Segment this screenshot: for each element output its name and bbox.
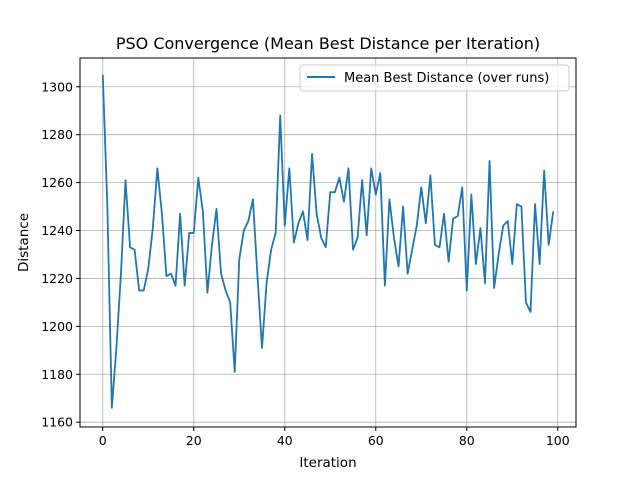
y-tick-label: 1260 — [41, 175, 73, 190]
x-tick-label: 20 — [186, 433, 202, 448]
series-layer — [101, 74, 555, 409]
y-tick-label: 1280 — [41, 127, 73, 142]
y-tick-label: 1300 — [41, 79, 73, 94]
x-tick-label: 100 — [546, 433, 570, 448]
y-tick-label: 1200 — [41, 319, 73, 334]
ticks: 0 20 40 60 80 100 1160 1180 1200 1220 1240 1260 1280… — [41, 79, 570, 448]
y-axis-label: Distance — [16, 213, 32, 272]
series-line — [101, 74, 555, 409]
x-axis-label: Iteration — [299, 455, 356, 471]
y-tick-label: 1220 — [41, 271, 73, 286]
legend: Mean Best Distance (over runs) — [299, 64, 570, 92]
plot-frame — [79, 57, 577, 428]
y-tick-label: 1240 — [41, 223, 73, 238]
x-tick-label: 0 — [99, 433, 107, 448]
chart-title: PSO Convergence (Mean Best Distance per … — [116, 34, 540, 53]
legend-box — [299, 64, 570, 92]
legend-label: Mean Best Distance (over runs) — [344, 71, 549, 86]
x-tick-label: 40 — [277, 433, 293, 448]
y-tick-label: 1180 — [41, 367, 73, 382]
x-tick-label: 80 — [459, 433, 475, 448]
y-tick-label: 1160 — [41, 415, 73, 430]
x-tick-label: 60 — [368, 433, 384, 448]
